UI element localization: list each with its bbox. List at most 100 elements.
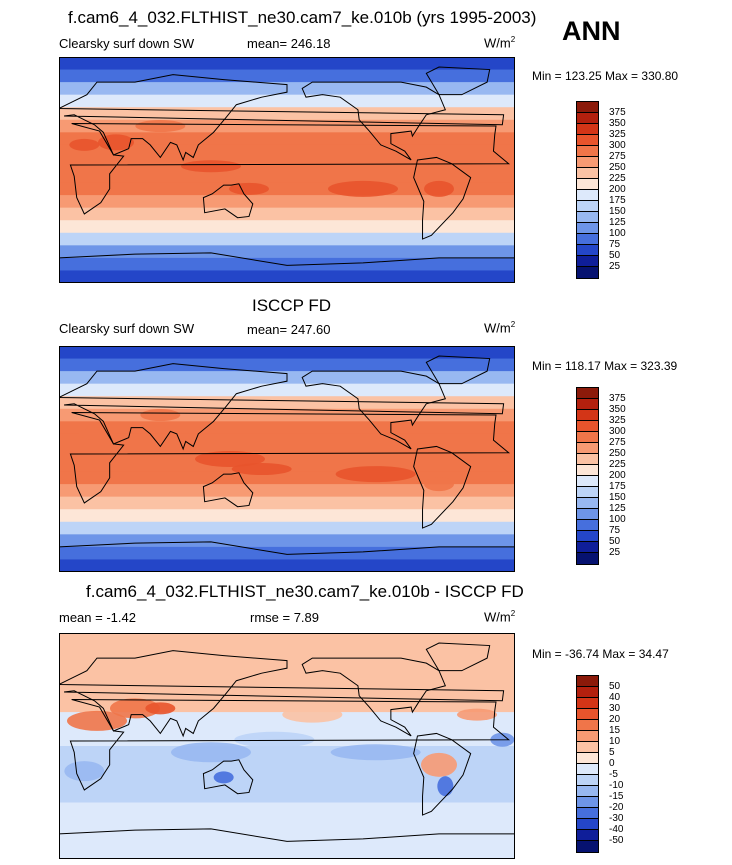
field-band [59, 57, 515, 71]
colorbar-tick-label: -20 [609, 802, 624, 813]
colorbar-swatch [577, 709, 598, 720]
field-blob [110, 698, 160, 719]
panel2-map [59, 346, 515, 572]
field-blob [424, 477, 454, 492]
field-blob [145, 702, 176, 715]
colorbar-swatch [577, 432, 598, 443]
field-blob [213, 771, 234, 784]
season-label: ANN [562, 16, 621, 46]
colorbar-swatch [577, 465, 598, 476]
coastline [413, 732, 472, 816]
colorbar-tick-label: 5 [609, 747, 615, 758]
panel3-colorbar-ticks: 50 40 30 20 15 10 5 0 -5 -10 -15 -20 -30 -40 -50 [609, 681, 623, 846]
field-blob [229, 182, 269, 195]
colorbar-swatch [577, 168, 598, 179]
colorbar-tick-label: 100 [609, 514, 626, 525]
colorbar-swatch [577, 212, 598, 223]
colorbar-swatch [577, 388, 598, 399]
colorbar-tick-label: 50 [609, 536, 621, 547]
colorbar-tick-label: 75 [609, 239, 621, 250]
colorbar-tick-label: 300 [609, 140, 626, 151]
colorbar-swatch [577, 267, 598, 278]
panel3-minmax: Min = -36.74 Max = 34.47 [532, 647, 669, 661]
coastline [59, 252, 515, 283]
coastline [69, 699, 511, 791]
panel1-colorbar [576, 101, 599, 279]
map-field [59, 57, 515, 283]
panel3-rmse: rmse = 7.89 [250, 610, 320, 625]
coastline [69, 123, 511, 215]
colorbar-tick-label: 175 [609, 195, 626, 206]
colorbar-tick-label: 300 [609, 426, 626, 437]
field-blob [195, 451, 265, 467]
colorbar-swatch [577, 753, 598, 764]
panel1-title: f.cam6_4_032.FLTHIST_ne30.cam7_ke.010b (… [68, 8, 537, 27]
colorbar-swatch [577, 687, 598, 698]
panel2-units: W/m2 [484, 320, 516, 336]
colorbar-swatch [577, 421, 598, 432]
field-band [59, 546, 515, 560]
field-band [59, 559, 515, 572]
field-band [59, 484, 515, 498]
colorbar-swatch [577, 720, 598, 731]
field-blob [140, 409, 181, 422]
colorbar-swatch [577, 399, 598, 410]
colorbar-swatch [577, 454, 598, 465]
colorbar-swatch [577, 808, 598, 819]
field-band [59, 534, 515, 548]
colorbar-swatch [577, 553, 598, 564]
panel2-title: ISCCP FD [252, 296, 332, 315]
field-blob [171, 742, 251, 763]
colorbar-swatch [577, 487, 598, 498]
field-blob [437, 776, 454, 797]
colorbar-swatch [577, 775, 598, 786]
field-blob [421, 752, 457, 777]
field-band [59, 232, 515, 246]
coastline [59, 74, 505, 162]
field-band [59, 207, 515, 221]
field-blob [231, 463, 292, 476]
colorbar-tick-label: 225 [609, 459, 626, 470]
colorbar-swatch [577, 410, 598, 421]
colorbar-swatch [577, 223, 598, 234]
colorbar-tick-label: 200 [609, 184, 626, 195]
colorbar-tick-label: 100 [609, 228, 626, 239]
field-band [59, 170, 515, 184]
panel2-variable: Clearsky surf down SW [59, 321, 195, 336]
colorbar-tick-label: 325 [609, 129, 626, 140]
colorbar-swatch [577, 520, 598, 531]
panel1-map [59, 57, 515, 283]
colorbar-tick-label: 10 [609, 736, 621, 747]
colorbar-swatch [577, 542, 598, 553]
coastline [413, 445, 472, 529]
colorbar-tick-label: -40 [609, 824, 624, 835]
colorbar-tick-label: 250 [609, 448, 626, 459]
field-blob [98, 134, 134, 151]
coastline [69, 412, 511, 504]
colorbar-tick-label: -50 [609, 835, 624, 846]
colorbar-tick-label: 125 [609, 503, 626, 514]
colorbar-swatch [577, 676, 598, 687]
colorbar-swatch [577, 102, 598, 113]
colorbar-swatch [577, 786, 598, 797]
panel3-map [59, 633, 515, 859]
panel1-minmax: Min = 123.25 Max = 330.80 [532, 69, 679, 83]
map-frame [59, 633, 515, 859]
field-band [59, 195, 515, 209]
colorbar-tick-label: -10 [609, 780, 624, 791]
colorbar-tick-label: 175 [609, 481, 626, 492]
colorbar-tick-label: 75 [609, 525, 621, 536]
field-band [59, 132, 515, 146]
field-band [59, 521, 515, 535]
coastline [301, 657, 447, 737]
field-blob [135, 120, 186, 133]
colorbar-tick-label: 325 [609, 415, 626, 426]
colorbar-swatch [577, 234, 598, 245]
field-blob [457, 708, 497, 721]
field-band [59, 69, 515, 83]
colorbar-tick-label: 25 [609, 261, 621, 272]
colorbar-tick-label: 250 [609, 162, 626, 173]
coastline [59, 828, 515, 859]
coastline [301, 81, 447, 161]
colorbar-swatch [577, 764, 598, 775]
